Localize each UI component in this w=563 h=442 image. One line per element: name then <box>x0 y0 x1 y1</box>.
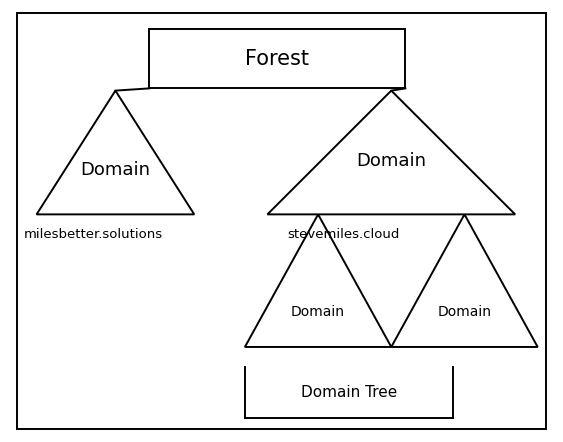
Text: Domain: Domain <box>291 305 345 319</box>
Text: Domain: Domain <box>81 161 150 179</box>
Text: Domain: Domain <box>437 305 491 319</box>
Text: Forest: Forest <box>245 49 309 69</box>
FancyBboxPatch shape <box>149 29 405 88</box>
FancyBboxPatch shape <box>17 13 546 429</box>
Text: milesbetter.solutions: milesbetter.solutions <box>23 228 163 240</box>
Text: Domain Tree: Domain Tree <box>301 385 397 400</box>
Text: stevemiles.cloud: stevemiles.cloud <box>287 228 400 240</box>
Text: Domain: Domain <box>356 152 426 170</box>
